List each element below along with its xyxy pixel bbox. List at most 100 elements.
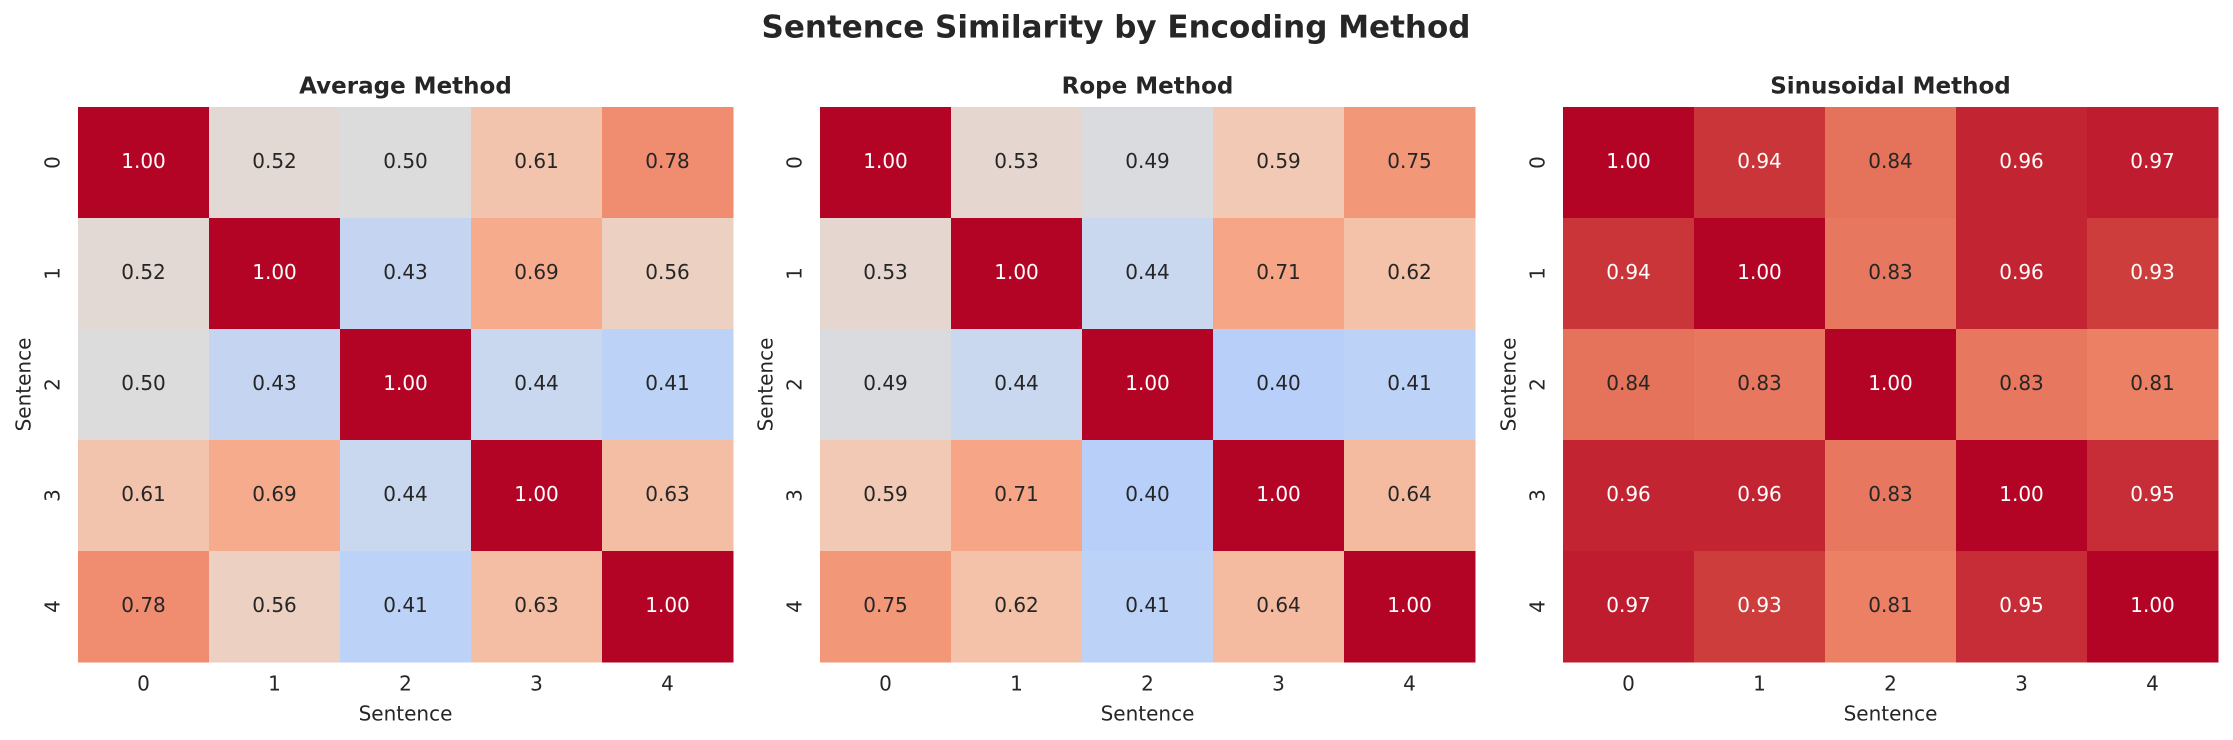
cell-label: 0.40 xyxy=(1125,482,1170,506)
cell-label: 0.53 xyxy=(994,149,1039,173)
x-tick-label: 4 xyxy=(1403,672,1416,696)
cell-label: 0.63 xyxy=(514,593,559,617)
cell-label: 0.75 xyxy=(863,593,908,617)
y-tick-label: 1 xyxy=(41,267,65,280)
cell-label: 0.83 xyxy=(1868,260,1913,284)
cell-label: 0.61 xyxy=(514,149,559,173)
cell-label: 0.83 xyxy=(1999,371,2044,395)
cell-label: 0.93 xyxy=(2130,260,2175,284)
heatmap-cell xyxy=(209,329,341,441)
y-tick-label: 4 xyxy=(41,600,65,613)
cell-label: 0.52 xyxy=(252,149,297,173)
cell-label: 0.93 xyxy=(1737,593,1782,617)
heatmap-cell xyxy=(471,551,603,663)
y-tick-label: 1 xyxy=(783,267,807,280)
cell-label: 0.53 xyxy=(863,260,908,284)
heatmap-cell xyxy=(78,329,210,441)
cell-label: 0.64 xyxy=(1256,593,1301,617)
heatmap-cell xyxy=(820,329,952,441)
heatmap-cell xyxy=(340,218,472,330)
cell-label: 0.49 xyxy=(863,371,908,395)
heatmap-cell xyxy=(1694,551,1826,663)
cell-label: 0.41 xyxy=(383,593,428,617)
x-tick-label: 1 xyxy=(268,672,281,696)
heatmap-cell xyxy=(209,107,341,219)
cell-label: 0.44 xyxy=(1125,260,1170,284)
cell-label: 0.49 xyxy=(1125,149,1170,173)
heatmap-cell xyxy=(209,218,341,330)
cell-label: 1.00 xyxy=(121,149,166,173)
heatmap-cell xyxy=(1694,440,1826,552)
heatmap-cell xyxy=(209,551,341,663)
y-axis-label: Sentence xyxy=(12,338,36,432)
heatmap-cell xyxy=(1956,551,2088,663)
heatmap-cell xyxy=(1956,107,2088,219)
heatmap-cell xyxy=(951,329,1083,441)
x-tick-label: 2 xyxy=(1141,672,1154,696)
heatmap-cell xyxy=(1344,107,1476,219)
cell-label: 0.97 xyxy=(1606,593,1651,617)
heatmap-cell xyxy=(2087,329,2219,441)
cell-label: 0.41 xyxy=(645,371,690,395)
heatmap-cell xyxy=(78,551,210,663)
heatmap-cell xyxy=(1344,218,1476,330)
cell-label: 0.96 xyxy=(1999,149,2044,173)
cell-label: 0.59 xyxy=(863,482,908,506)
heatmap-cell xyxy=(1213,218,1345,330)
cell-label: 0.43 xyxy=(383,260,428,284)
heatmap-cell xyxy=(1825,218,1957,330)
heatmap-cell xyxy=(602,440,734,552)
heatmap-cell xyxy=(78,107,210,219)
heatmap-cell xyxy=(1956,218,2088,330)
cell-label: 0.44 xyxy=(514,371,559,395)
heatmap-cell xyxy=(1563,440,1695,552)
cell-label: 0.78 xyxy=(121,593,166,617)
cell-label: 0.59 xyxy=(1256,149,1301,173)
cell-label: 0.44 xyxy=(994,371,1039,395)
cell-label: 1.00 xyxy=(1737,260,1782,284)
heatmap-cell xyxy=(340,329,472,441)
cell-label: 0.96 xyxy=(1606,482,1651,506)
y-tick-label: 0 xyxy=(1526,156,1550,169)
heatmap-cell xyxy=(951,218,1083,330)
cell-label: 0.83 xyxy=(1868,482,1913,506)
heatmap-cell xyxy=(1344,440,1476,552)
y-tick-label: 2 xyxy=(783,378,807,391)
x-axis-label: Sentence xyxy=(1844,702,1938,726)
heatmap-cell xyxy=(1956,440,2088,552)
y-tick-label: 4 xyxy=(783,600,807,613)
cell-label: 0.56 xyxy=(645,260,690,284)
heatmap-cell xyxy=(2087,551,2219,663)
y-tick-label: 0 xyxy=(783,156,807,169)
cell-label: 0.95 xyxy=(2130,482,2175,506)
cell-label: 0.41 xyxy=(1125,593,1170,617)
cell-label: 0.61 xyxy=(121,482,166,506)
cell-label: 0.84 xyxy=(1606,371,1651,395)
cell-label: 0.75 xyxy=(1387,149,1432,173)
heatmap-cell xyxy=(471,107,603,219)
heatmap-cell xyxy=(1563,551,1695,663)
cell-label: 0.84 xyxy=(1868,149,1913,173)
cell-label: 0.97 xyxy=(2130,149,2175,173)
x-tick-label: 4 xyxy=(661,672,674,696)
heatmap-cell xyxy=(471,218,603,330)
cell-label: 1.00 xyxy=(1868,371,1913,395)
cell-label: 0.50 xyxy=(121,371,166,395)
y-axis-label: Sentence xyxy=(754,338,778,432)
cell-label: 0.69 xyxy=(252,482,297,506)
heatmap-cell xyxy=(602,107,734,219)
x-tick-label: 2 xyxy=(1884,672,1897,696)
heatmap-cell xyxy=(1563,329,1695,441)
cell-label: 0.41 xyxy=(1387,371,1432,395)
heatmap-cell xyxy=(1344,551,1476,663)
heatmap-cell xyxy=(602,218,734,330)
panel-title: Rope Method xyxy=(1062,74,1234,100)
cell-label: 0.96 xyxy=(1737,482,1782,506)
cell-label: 0.81 xyxy=(2130,371,2175,395)
figure-title: Sentence Similarity by Encoding Method xyxy=(762,10,1471,46)
cell-label: 0.95 xyxy=(1999,593,2044,617)
heatmap-cell xyxy=(820,107,952,219)
cell-label: 1.00 xyxy=(2130,593,2175,617)
heatmap-cell xyxy=(1344,329,1476,441)
heatmap-cell xyxy=(471,329,603,441)
